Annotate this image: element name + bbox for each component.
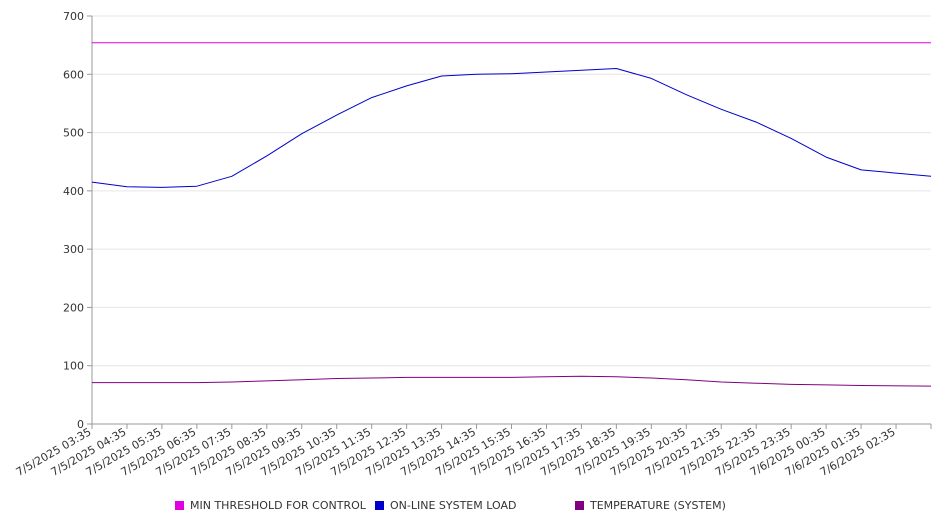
- legend-label-min-threshold: MIN THRESHOLD FOR CONTROL: [190, 498, 366, 512]
- y-tick-label: 200: [63, 301, 84, 314]
- y-tick-label: 0: [77, 418, 84, 431]
- series-lines: [91, 42, 932, 387]
- y-axis: 0 100 200 300 400 500 600 700: [63, 10, 93, 431]
- legend-item-temperature: TEMPERATURE (SYSTEM): [575, 496, 726, 514]
- y-tick-label: 400: [63, 185, 84, 198]
- legend-item-min-threshold: MIN THRESHOLD FOR CONTROL: [175, 496, 366, 514]
- y-tick-label: 600: [63, 68, 84, 81]
- x-axis: 7/5/2025 03:357/5/2025 04:357/5/2025 05:…: [14, 423, 932, 479]
- y-tick-label: 500: [63, 127, 84, 140]
- y-tick-label: 100: [63, 360, 84, 373]
- legend: MIN THRESHOLD FOR CONTROL ON-LINE SYSTEM…: [0, 496, 946, 516]
- legend-label-system-load: ON-LINE SYSTEM LOAD: [390, 498, 517, 512]
- y-tick-label: 300: [63, 243, 84, 256]
- grid-lines: [92, 15, 931, 367]
- legend-swatch-system-load: [375, 500, 384, 510]
- series-line-1: [91, 68, 932, 188]
- legend-swatch-min-threshold: [175, 500, 184, 510]
- series-line-2: [92, 375, 932, 387]
- legend-swatch-temperature: [575, 500, 584, 510]
- legend-item-system-load: ON-LINE SYSTEM LOAD: [375, 496, 516, 514]
- legend-label-temperature: TEMPERATURE (SYSTEM): [590, 498, 726, 512]
- y-tick-label: 700: [63, 10, 84, 23]
